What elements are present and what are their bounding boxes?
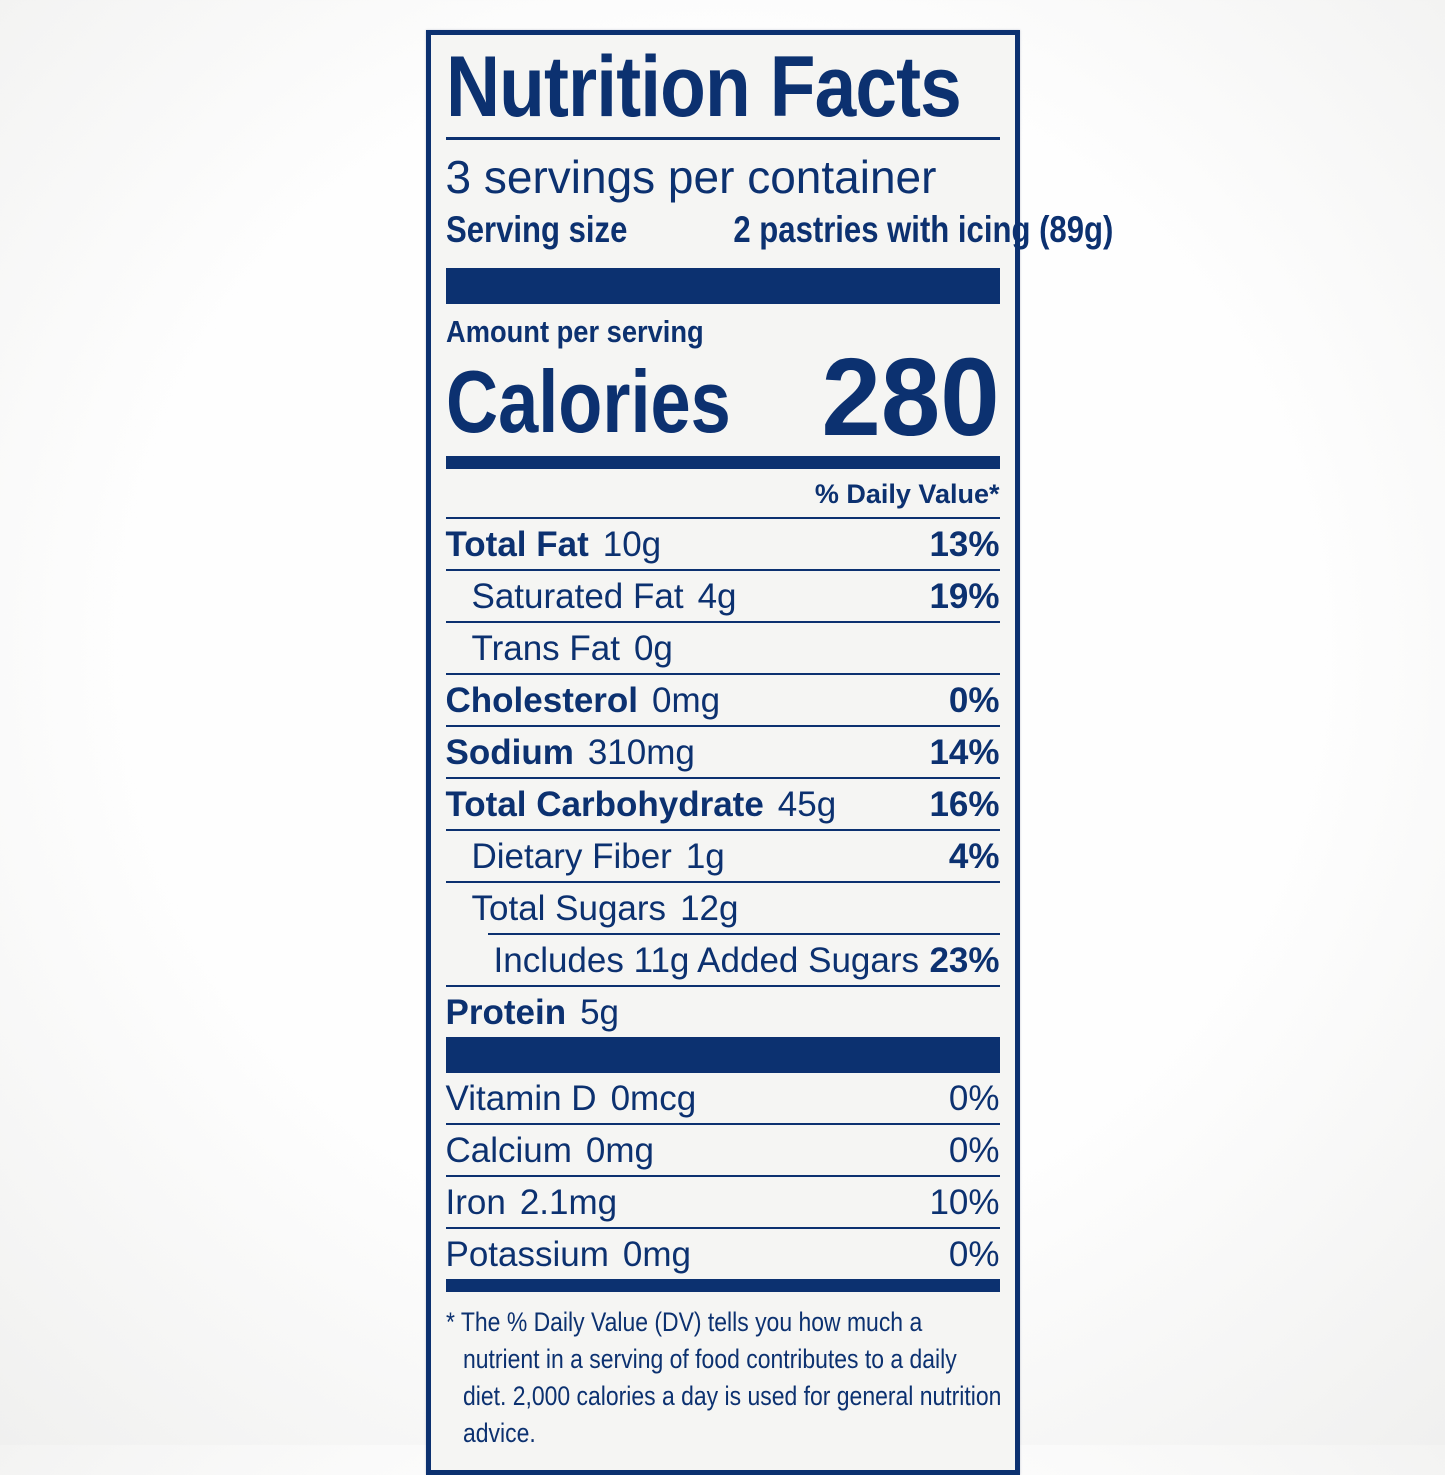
nutrient-name-amount: Dietary Fiber 1g xyxy=(446,838,725,876)
nutrient-amount: 2.1mg xyxy=(519,1183,618,1222)
calories-row: Calories 280 xyxy=(445,336,1000,459)
nutrient-row: Trans Fat 0g xyxy=(445,621,1000,673)
servings-per-container: 3 servings per container xyxy=(445,151,937,203)
nutrient-amount: 45g xyxy=(777,785,837,824)
nutrient-row: Sodium 310mg 14% xyxy=(445,725,1000,777)
footnote-section: * The % Daily Value (DV) tells you how m… xyxy=(446,1292,1000,1458)
nutrient-name: Protein xyxy=(445,993,567,1032)
nutrient-name-amount: Total Carbohydrate 45g xyxy=(446,786,837,824)
nutrient-amount: 0mg xyxy=(622,1235,691,1274)
nutrient-name: Total Carbohydrate xyxy=(445,785,764,824)
nutrient-row: Cholesterol 0mg 0% xyxy=(445,673,1000,725)
title-divider xyxy=(445,137,1000,140)
micronutrient-rows: Vitamin D 0mcg 0% Calcium 0mg 0% Iron 2.1mg 10% P… xyxy=(445,1073,1000,1279)
amount-per-serving-row: Amount per serving xyxy=(446,314,1000,350)
nutrient-daily-value: 16% xyxy=(929,785,1000,824)
label-title-text: Nutrition Facts xyxy=(445,39,962,135)
nutrient-daily-value: 0% xyxy=(948,1235,1000,1274)
nutrient-amount: 0mg xyxy=(652,681,721,720)
nutrient-row: Includes 11g Added Sugars 23% xyxy=(487,933,1000,985)
nutrition-facts-label: Nutrition Facts 3 servings per container… xyxy=(425,30,1114,1475)
calories-label: Calories xyxy=(445,352,731,451)
nutrient-daily-value: 13% xyxy=(929,525,1000,564)
nutrient-name: Dietary Fiber xyxy=(471,837,672,876)
nutrient-name: Total Sugars xyxy=(471,889,667,928)
micronutrient-row: Iron 2.1mg 10% xyxy=(445,1175,1000,1227)
nutrient-daily-value: 19% xyxy=(929,577,1000,616)
nutrient-name-amount: Includes 11g Added Sugars xyxy=(488,942,920,980)
nutrient-row: Saturated Fat 4g 19% xyxy=(445,569,1000,621)
nutrient-name: Total Fat xyxy=(445,525,589,564)
calories-value: 280 xyxy=(821,336,1000,459)
nutrient-amount: 0g xyxy=(633,629,673,668)
nutrient-name-amount: Total Sugars 12g xyxy=(446,890,739,928)
divider-bar-thick-bottom xyxy=(445,1037,1000,1073)
nutrient-row: Total Carbohydrate 45g 16% xyxy=(445,777,1000,829)
nutrient-amount: 1g xyxy=(685,837,725,876)
nutrient-name: Vitamin D xyxy=(445,1079,597,1118)
nutrient-daily-value: 0% xyxy=(948,1131,1000,1170)
nutrient-name-amount: Trans Fat 0g xyxy=(446,630,673,668)
nutrient-name-amount: Cholesterol 0mg xyxy=(446,682,721,720)
nutrient-daily-value: 23% xyxy=(929,941,1000,980)
nutrient-amount: 310mg xyxy=(587,733,695,772)
nutrient-daily-value: 10% xyxy=(929,1183,1000,1222)
daily-value-header-row: % Daily Value* xyxy=(445,469,1000,519)
nutrient-daily-value: 0% xyxy=(948,1079,1000,1118)
nutrient-name-amount: Vitamin D 0mcg xyxy=(446,1080,697,1118)
daily-value-header: % Daily Value* xyxy=(814,479,1000,509)
nutrient-amount: 10g xyxy=(602,525,662,564)
nutrient-name: Iron xyxy=(445,1183,506,1222)
nutrient-name: Saturated Fat xyxy=(471,577,684,616)
nutrient-amount: 0mg xyxy=(585,1131,655,1170)
serving-size-value: 2 pastries with icing (89g) xyxy=(733,209,1114,250)
nutrient-name-amount: Potassium 0mg xyxy=(446,1236,692,1274)
nutrient-name-amount: Calcium 0mg xyxy=(446,1132,655,1170)
nutrient-name: Calcium xyxy=(445,1131,572,1170)
nutrient-name-amount: Iron 2.1mg xyxy=(446,1184,618,1222)
serving-size-label: Serving size xyxy=(445,209,627,250)
nutrient-rows: Total Fat 10g 13% Saturated Fat 4g 19% Trans F… xyxy=(445,519,1000,1037)
amount-per-serving-label: Amount per serving xyxy=(445,314,704,349)
nutrient-row: Protein 5g xyxy=(445,985,1000,1037)
micronutrient-row: Potassium 0mg 0% xyxy=(445,1227,1000,1279)
micronutrient-row: Calcium 0mg 0% xyxy=(445,1123,1000,1175)
divider-bar-thick-top xyxy=(445,268,1000,304)
footnote: * The % Daily Value (DV) tells you how m… xyxy=(445,1307,1000,1448)
serving-size-row: Serving size 2 pastries with icing (89g) xyxy=(445,208,1114,252)
nutrient-name-amount: Saturated Fat 4g xyxy=(446,578,737,616)
nutrient-amount: 0mcg xyxy=(610,1079,697,1118)
nutrient-row: Total Sugars 12g xyxy=(445,881,1000,933)
divider-bar-medium-footnote xyxy=(445,1279,1000,1292)
nutrient-row: Dietary Fiber 1g 4% xyxy=(445,829,1000,881)
nutrient-name: Sodium xyxy=(445,733,574,772)
nutrient-name: Includes 11g Added Sugars xyxy=(493,941,920,980)
nutrient-daily-value: 4% xyxy=(948,837,1000,876)
nutrient-name-amount: Total Fat 10g xyxy=(446,526,662,564)
micronutrient-row: Vitamin D 0mcg 0% xyxy=(446,1073,1000,1123)
nutrient-name-amount: Protein 5g xyxy=(446,994,620,1032)
nutrient-amount: 12g xyxy=(680,889,739,928)
divider-bar-medium-calories xyxy=(445,456,1000,469)
nutrient-name: Potassium xyxy=(445,1235,609,1274)
nutrient-daily-value: 14% xyxy=(929,733,1000,772)
nutrient-amount: 4g xyxy=(697,577,737,616)
nutrient-row: Total Fat 10g 13% xyxy=(446,519,1000,569)
nutrient-name: Cholesterol xyxy=(445,681,639,720)
nutrient-name: Trans Fat xyxy=(471,629,620,668)
label-title: Nutrition Facts xyxy=(445,39,1000,135)
nutrient-daily-value: 0% xyxy=(948,681,1000,720)
nutrient-amount: 5g xyxy=(580,993,620,1032)
nutrient-name-amount: Sodium 310mg xyxy=(446,734,695,772)
